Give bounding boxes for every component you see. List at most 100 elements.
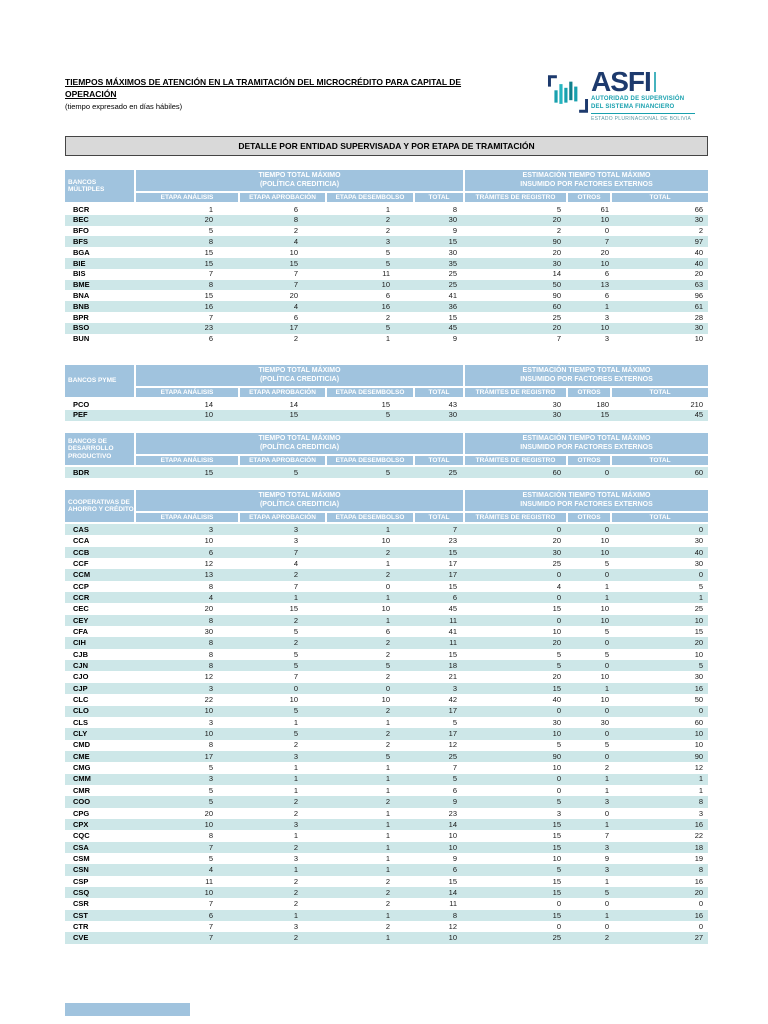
entity-code-cell: BGA — [73, 247, 90, 257]
value-cell: 5 — [556, 649, 561, 659]
entity-code-cell: COO — [65, 796, 136, 808]
column-header: ETAPA DESEMBOLSO — [327, 456, 415, 467]
value-cell: 10 — [136, 705, 240, 717]
column-header: TOTAL — [415, 193, 465, 204]
entity-code-cell: CAS — [65, 524, 136, 536]
value-cell: 10 — [568, 322, 612, 334]
value-cell: 10 — [600, 536, 609, 546]
value-cell: 16 — [136, 301, 240, 312]
value-cell: 30 — [612, 322, 709, 334]
value-cell: 15 — [448, 312, 457, 322]
entity-code-cell: CJN — [65, 660, 136, 672]
value-cell: 0 — [612, 705, 709, 717]
value-cell: 9 — [452, 334, 457, 344]
value-cell: 1 — [240, 773, 327, 785]
value-cell: 25 — [448, 269, 457, 279]
entity-code-cell: CFA — [73, 627, 88, 637]
value-cell: 3 — [556, 808, 561, 818]
entity-code-cell: CMM — [65, 773, 136, 785]
table-row: CCR 4 1 1 6 0 1 1 — [65, 592, 709, 604]
value-cell: 15 — [415, 236, 465, 248]
table-row: CST 6 1 1 8 15 1 16 — [65, 909, 709, 922]
value-cell: 10 — [568, 214, 612, 226]
value-cell: 10 — [415, 841, 465, 853]
entity-code-cell: PEF — [65, 409, 136, 421]
value-cell: 28 — [694, 312, 704, 322]
entity-code-cell: BNB — [65, 301, 136, 312]
bancos-multiples-header: BANCOS MÚLTIPLES TIEMPO TOTAL MÁXIMO (POLÍ… — [65, 170, 709, 204]
value-cell: 40 — [552, 695, 561, 705]
entity-code-cell: CCF — [73, 558, 89, 568]
value-cell: 10 — [600, 604, 609, 614]
table-row: CCF 12 4 1 17 25 5 30 — [65, 558, 708, 569]
value-cell: 10 — [381, 604, 390, 614]
value-cell: 5 — [327, 409, 415, 421]
column-header: ETAPA DESEMBOLSO — [327, 193, 415, 204]
sub-header-row: ETAPA ANÁLISIS ETAPA APROBACIÓN ETAPA DESE… — [65, 388, 709, 399]
entity-code-cell: BME — [65, 279, 136, 291]
entity-code-cell: CME — [65, 750, 136, 763]
value-cell: 1 — [327, 909, 415, 922]
value-cell: 66 — [694, 204, 704, 214]
value-cell: 4 — [240, 301, 327, 312]
value-cell: 7 — [568, 236, 612, 248]
table-row: BIE 15 15 5 35 30 10 40 — [65, 257, 709, 269]
value-cell: 2 — [385, 740, 390, 750]
value-cell: 41 — [448, 291, 457, 301]
value-cell: 30 — [694, 536, 704, 546]
value-cell: 2 — [327, 637, 415, 649]
column-header: ETAPA DESEMBOLSO — [327, 513, 415, 524]
value-cell: 14 — [204, 399, 213, 409]
value-cell: 0 — [568, 467, 612, 478]
value-cell: 6 — [293, 312, 298, 322]
value-cell: 1 — [568, 592, 612, 604]
bancos-multiples-table: BANCOS MÚLTIPLES TIEMPO TOTAL MÁXIMO (POLÍ… — [65, 170, 709, 344]
value-cell: 8 — [136, 637, 240, 649]
value-cell: 0 — [465, 592, 568, 604]
value-cell: 43 — [448, 399, 457, 409]
group-header-external: ESTIMACIÓN TIEMPO TOTAL MÁXIMO INSUMIDO P… — [465, 490, 709, 513]
value-cell: 2 — [293, 808, 298, 818]
value-cell: 7 — [452, 763, 457, 773]
entity-code-cell: CSQ — [65, 887, 136, 899]
value-cell: 0 — [465, 614, 568, 627]
entity-code-cell: CCA — [73, 536, 90, 546]
value-cell: 1 — [612, 773, 709, 785]
value-cell: 6 — [604, 269, 609, 279]
entity-code-cell: CSN — [65, 864, 136, 876]
column-header: ETAPA ANÁLISIS — [136, 193, 240, 204]
value-cell: 17 — [448, 558, 457, 568]
value-cell: 1 — [604, 581, 609, 591]
group-header-line2: INSUMIDO POR FACTORES EXTERNOS — [520, 500, 653, 508]
value-cell: 10 — [552, 763, 561, 773]
value-cell: 4 — [136, 864, 240, 876]
sub-header-row: ETAPA ANÁLISIS ETAPA APROBACIÓN ETAPA DESE… — [65, 193, 709, 204]
value-cell: 1 — [327, 932, 415, 944]
value-cell: 20 — [552, 672, 561, 682]
entity-code-cell: CJO — [73, 672, 89, 682]
table-row: BPR 7 6 2 15 25 3 28 — [65, 312, 708, 323]
value-cell: 61 — [612, 301, 709, 312]
value-cell: 10 — [568, 614, 612, 627]
asfi-authority-line1: AUTORIDAD DE SUPERVISIÓN — [591, 96, 685, 102]
entity-code-cell: BDR — [65, 467, 136, 478]
group-header-line1: TIEMPO TOTAL MÁXIMO — [258, 492, 341, 499]
value-cell: 8 — [136, 614, 240, 627]
value-cell: 10 — [612, 614, 709, 627]
value-cell: 22 — [204, 695, 213, 705]
value-cell: 6 — [385, 627, 390, 637]
value-cell: 9 — [415, 796, 465, 808]
value-cell: 1 — [327, 864, 415, 876]
value-cell: 1 — [293, 831, 298, 841]
value-cell: 2 — [240, 887, 327, 899]
group-header-row: BANCOS DE DESARROLLO PRODUCTIVO TIEMPO TO… — [65, 433, 709, 467]
value-cell: 20 — [465, 637, 568, 649]
value-cell: 2 — [604, 763, 609, 773]
value-cell: 20 — [612, 887, 709, 899]
value-cell: 10 — [600, 672, 609, 682]
value-cell: 5 — [556, 740, 561, 750]
table-row: CFA 30 5 6 41 10 5 15 — [65, 626, 708, 637]
value-cell: 15 — [465, 841, 568, 853]
value-cell: 3 — [415, 682, 465, 695]
table-row: BFO 5 2 2 9 2 0 2 — [65, 226, 708, 237]
